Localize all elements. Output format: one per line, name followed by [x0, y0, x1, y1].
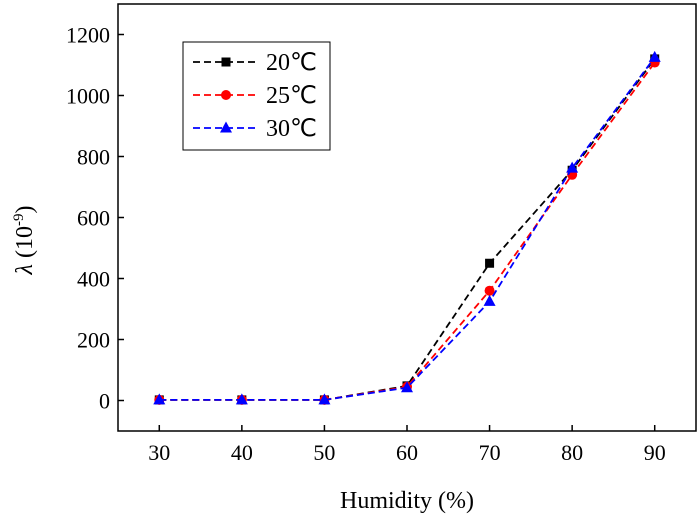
y-tick-label-0: 0	[99, 389, 110, 414]
axis-ticks: 30 40 50 60 70 80 90 0 200 400 600 800 1000 1200	[66, 23, 666, 466]
series-2-point-5	[566, 161, 579, 173]
x-tick-label-4: 70	[479, 440, 501, 465]
series-2-point-1	[235, 393, 248, 405]
legend: 20℃ 25℃ 30℃	[182, 41, 331, 151]
series-1-point-4	[484, 285, 495, 296]
series-layer	[153, 50, 661, 405]
y-axis-title: λ (10-9)	[11, 206, 38, 276]
y-axis-unit-close: )	[12, 206, 38, 214]
x-tick-label-0: 30	[148, 440, 170, 465]
y-tick-label-5: 1000	[66, 84, 110, 109]
series-2-point-4	[483, 294, 496, 306]
series-2-point-6	[648, 50, 661, 62]
legend-item-0: 20℃	[193, 50, 317, 76]
legend-item-1: 25℃	[193, 83, 317, 109]
y-tick-label-4: 800	[77, 145, 110, 170]
series-2	[153, 50, 661, 405]
legend-label-1: 25℃	[266, 83, 317, 109]
y-tick-label-3: 600	[77, 206, 110, 231]
series-2-point-3	[401, 381, 413, 393]
y-axis-symbol: λ	[12, 264, 38, 275]
x-tick-label-2: 50	[313, 440, 335, 465]
y-tick-label-2: 400	[77, 267, 110, 292]
x-axis-title: Humidity (%)	[340, 488, 474, 514]
legend-marker-2	[220, 121, 232, 133]
x-tick-label-6: 90	[644, 440, 666, 465]
x-tick-label-5: 80	[561, 440, 583, 465]
legend-item-2: 30℃	[193, 116, 317, 142]
legend-marker-0	[221, 57, 231, 67]
series-2-point-2	[318, 393, 331, 405]
legend-label-2: 30℃	[266, 116, 317, 142]
legend-marker-1	[221, 90, 231, 100]
legend-label-0: 20℃	[266, 50, 317, 76]
y-axis-unit: (10	[12, 226, 38, 264]
y-tick-label-6: 1200	[66, 23, 110, 48]
legend-items: 20℃ 25℃ 30℃	[193, 50, 317, 142]
y-axis-exponent: -9	[11, 214, 27, 227]
y-tick-label-1: 200	[77, 328, 110, 353]
x-tick-label-1: 40	[231, 440, 253, 465]
series-0-point-4	[485, 258, 495, 268]
legend-box	[182, 41, 331, 151]
series-2-point-0	[153, 393, 166, 405]
x-tick-label-3: 60	[396, 440, 418, 465]
